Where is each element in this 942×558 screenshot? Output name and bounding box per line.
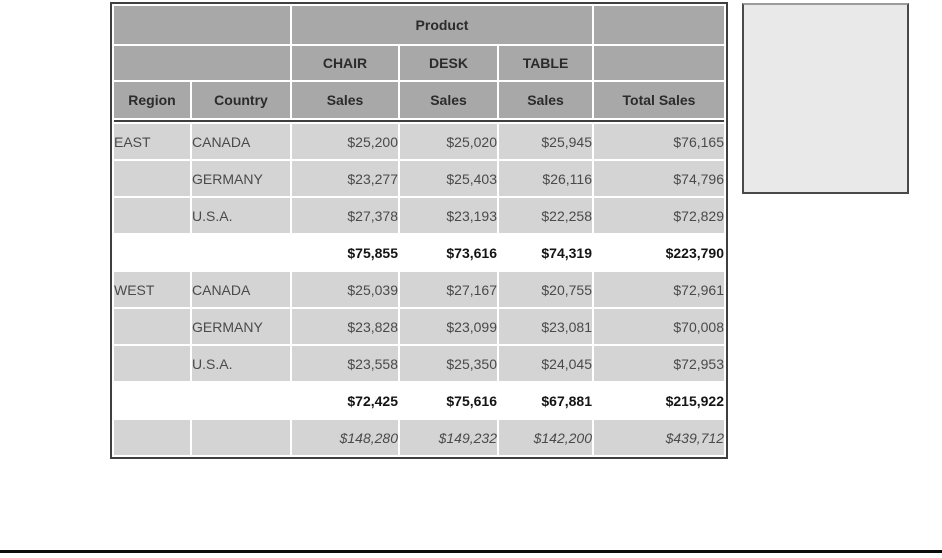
header-body-separator — [114, 120, 724, 122]
table-sales-column-header: Sales — [499, 82, 592, 118]
desk-sales-cell: $25,403 — [400, 161, 497, 196]
chair-sales-cell: $25,200 — [292, 124, 398, 159]
country-cell — [192, 420, 290, 455]
east-subtotal-row: $75,855 $73,616 $74,319 $223,790 — [114, 235, 724, 270]
chair-sales-cell: $148,280 — [292, 420, 398, 455]
region-cell — [114, 198, 190, 233]
country-column-header: Country — [192, 82, 290, 118]
total-sales-cell: $215,922 — [594, 383, 724, 418]
table-sales-cell: $67,881 — [499, 383, 592, 418]
region-cell — [114, 420, 190, 455]
chair-sales-cell: $75,855 — [292, 235, 398, 270]
country-cell: GERMANY — [192, 309, 290, 344]
table-row: GERMANY $23,277 $25,403 $26,116 $74,796 — [114, 161, 724, 196]
table-sales-cell: $24,045 — [499, 346, 592, 381]
country-cell: CANADA — [192, 124, 290, 159]
total-sales-cell: $439,712 — [594, 420, 724, 455]
region-cell — [114, 161, 190, 196]
table-column-header: TABLE — [499, 46, 592, 80]
region-column-header: Region — [114, 82, 190, 118]
desk-sales-cell: $25,020 — [400, 124, 497, 159]
chair-sales-column-header: Sales — [292, 82, 398, 118]
table-row: GERMANY $23,828 $23,099 $23,081 $70,008 — [114, 309, 724, 344]
desk-sales-cell: $75,616 — [400, 383, 497, 418]
product-group-header: Product — [292, 6, 592, 44]
chair-sales-cell: $23,828 — [292, 309, 398, 344]
desk-sales-cell: $23,099 — [400, 309, 497, 344]
region-cell — [114, 235, 190, 270]
table-sales-cell: $74,319 — [499, 235, 592, 270]
desk-sales-cell: $149,232 — [400, 420, 497, 455]
west-subtotal-row: $72,425 $75,616 $67,881 $215,922 — [114, 383, 724, 418]
table-row: EAST CANADA $25,200 $25,020 $25,945 $76,… — [114, 124, 724, 159]
total-sales-cell: $72,953 — [594, 346, 724, 381]
side-panel — [742, 3, 909, 194]
desk-sales-cell: $23,193 — [400, 198, 497, 233]
region-cell — [114, 383, 190, 418]
region-cell — [114, 346, 190, 381]
sales-table-container: Product CHAIR DESK TABLE Region Country … — [110, 2, 728, 459]
table-row: U.S.A. $27,378 $23,193 $22,258 $72,829 — [114, 198, 724, 233]
separator-bar — [114, 120, 724, 122]
desk-sales-cell: $25,350 — [400, 346, 497, 381]
header-spacer — [114, 6, 290, 44]
sales-table: Product CHAIR DESK TABLE Region Country … — [110, 2, 728, 459]
desk-column-header: DESK — [400, 46, 497, 80]
country-cell: GERMANY — [192, 161, 290, 196]
region-cell — [114, 309, 190, 344]
header-row-products: CHAIR DESK TABLE — [114, 46, 724, 80]
header-row-columns: Region Country Sales Sales Sales Total S… — [114, 82, 724, 118]
bottom-rule — [0, 550, 942, 553]
table-sales-cell: $142,200 — [499, 420, 592, 455]
chair-sales-cell: $23,277 — [292, 161, 398, 196]
header-row-product-group: Product — [114, 6, 724, 44]
country-cell: U.S.A. — [192, 198, 290, 233]
chair-column-header: CHAIR — [292, 46, 398, 80]
country-cell: CANADA — [192, 272, 290, 307]
total-sales-cell: $72,961 — [594, 272, 724, 307]
total-sales-cell: $74,796 — [594, 161, 724, 196]
table-row: WEST CANADA $25,039 $27,167 $20,755 $72,… — [114, 272, 724, 307]
country-cell — [192, 235, 290, 270]
country-cell — [192, 383, 290, 418]
desk-sales-cell: $27,167 — [400, 272, 497, 307]
chair-sales-cell: $72,425 — [292, 383, 398, 418]
header-spacer — [594, 6, 724, 44]
table-sales-cell: $20,755 — [499, 272, 592, 307]
desk-sales-column-header: Sales — [400, 82, 497, 118]
chair-sales-cell: $23,558 — [292, 346, 398, 381]
desk-sales-cell: $73,616 — [400, 235, 497, 270]
total-sales-cell: $70,008 — [594, 309, 724, 344]
header-spacer — [594, 46, 724, 80]
total-sales-cell: $76,165 — [594, 124, 724, 159]
region-cell: WEST — [114, 272, 190, 307]
country-cell: U.S.A. — [192, 346, 290, 381]
total-sales-column-header: Total Sales — [594, 82, 724, 118]
table-sales-cell: $22,258 — [499, 198, 592, 233]
region-cell: EAST — [114, 124, 190, 159]
table-sales-cell: $26,116 — [499, 161, 592, 196]
chair-sales-cell: $25,039 — [292, 272, 398, 307]
table-sales-cell: $23,081 — [499, 309, 592, 344]
header-spacer — [114, 46, 290, 80]
table-row: U.S.A. $23,558 $25,350 $24,045 $72,953 — [114, 346, 724, 381]
table-sales-cell: $25,945 — [499, 124, 592, 159]
grand-total-row: $148,280 $149,232 $142,200 $439,712 — [114, 420, 724, 455]
total-sales-cell: $223,790 — [594, 235, 724, 270]
total-sales-cell: $72,829 — [594, 198, 724, 233]
chair-sales-cell: $27,378 — [292, 198, 398, 233]
